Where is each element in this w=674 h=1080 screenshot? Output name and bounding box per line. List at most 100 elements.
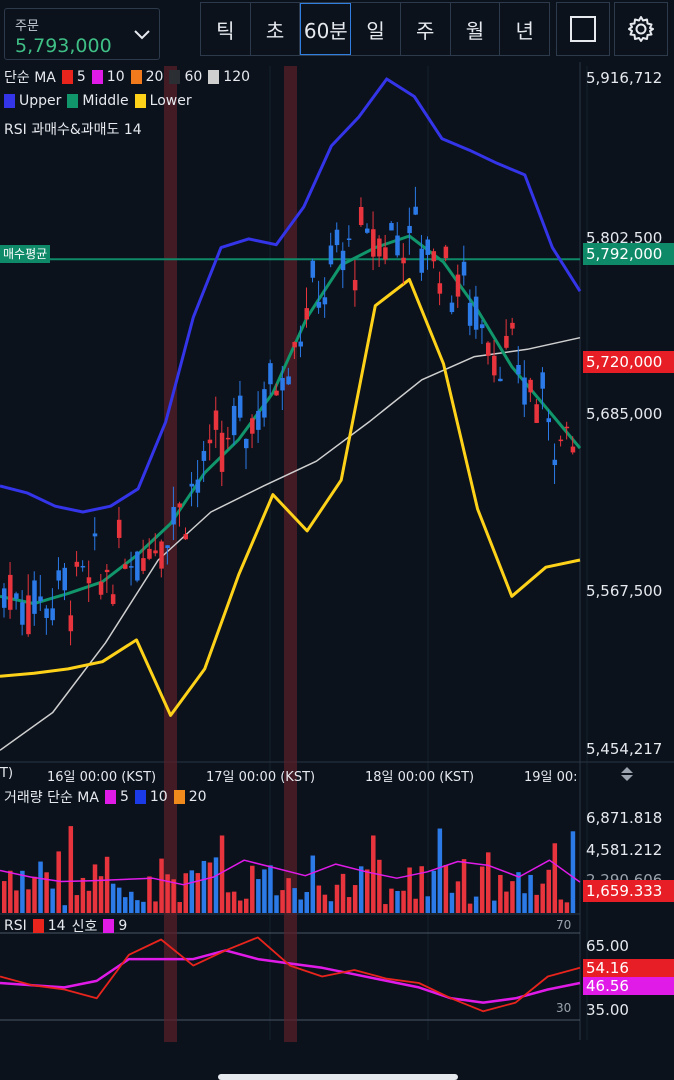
candle-body xyxy=(358,206,364,226)
candle-body xyxy=(449,302,455,313)
volume-bar xyxy=(437,828,443,913)
volume-bar xyxy=(401,890,406,913)
candle-body xyxy=(540,372,545,389)
rsi-value-tag: 54.16 xyxy=(583,959,674,977)
volume-bar xyxy=(262,869,267,913)
last-price-tag: 5,720,000 xyxy=(583,351,674,373)
volume-bar xyxy=(274,895,279,913)
vol-ma5-label: 5 xyxy=(119,789,129,805)
fullscreen-button[interactable] xyxy=(556,2,610,56)
tab-60min[interactable]: 60분 xyxy=(300,3,352,55)
volume-bar xyxy=(38,861,43,913)
volume-bar xyxy=(479,866,485,913)
rsi-extreme-highlight xyxy=(284,66,297,1042)
candle-body xyxy=(328,245,334,265)
ma60-label: 60 xyxy=(184,69,203,85)
volume-bar xyxy=(280,890,285,913)
ma10-label: 10 xyxy=(106,69,125,85)
volume-bar xyxy=(129,891,134,913)
candle-body xyxy=(461,261,467,276)
price-axis-label: 5,454,217 xyxy=(586,740,663,758)
candle-body xyxy=(8,574,13,610)
axis-scale-icon[interactable] xyxy=(618,765,636,783)
volume-bar xyxy=(141,901,146,913)
candle-body xyxy=(322,297,328,305)
volume-bar xyxy=(413,898,418,913)
candle-body xyxy=(110,594,116,605)
volume-bar xyxy=(455,881,461,913)
volume-bar xyxy=(352,885,358,913)
rsi-axis-label: 65.00 xyxy=(586,937,629,955)
time-axis-label: 16일 00:00 (KST) xyxy=(47,770,157,785)
order-price-selector[interactable]: 주문 5,793,000 xyxy=(4,8,160,60)
volume-bar xyxy=(50,888,55,913)
volume-bar xyxy=(98,876,104,913)
candle-body xyxy=(280,377,285,391)
candle-body xyxy=(2,588,7,608)
candle-body xyxy=(377,238,382,257)
vol-ma5-swatch xyxy=(104,790,116,804)
candle-body xyxy=(401,257,406,264)
tab-week[interactable]: 주 xyxy=(401,3,451,55)
volume-bar xyxy=(492,900,497,913)
gear-icon xyxy=(628,16,654,42)
volume-bar xyxy=(322,894,328,913)
lower-swatch xyxy=(134,94,146,108)
volume-bar xyxy=(219,835,225,913)
candle-body xyxy=(32,580,37,614)
tab-day[interactable]: 일 xyxy=(351,3,401,55)
volume-bar xyxy=(377,859,382,913)
settings-button[interactable] xyxy=(614,2,668,56)
candle-body xyxy=(467,302,473,326)
candle-body xyxy=(219,432,225,472)
rsi-lower-edge: 30 xyxy=(556,1001,572,1015)
candle-body xyxy=(473,296,479,330)
rsi-highlight-legend[interactable]: RSI 과매수&과매도 14 xyxy=(4,122,142,138)
rsi-legend[interactable]: RSI 14 신호 9 xyxy=(4,916,127,936)
volume-last-tag: 1,659.333 xyxy=(583,880,674,902)
candle-body xyxy=(286,376,291,385)
volume-bar xyxy=(473,896,479,913)
ma20-label: 20 xyxy=(145,69,164,85)
tab-tick[interactable]: 틱 xyxy=(201,3,251,55)
avg-price-tag: 5,792,000 xyxy=(583,243,674,265)
volume-bar xyxy=(147,876,152,913)
bollinger-middle-line xyxy=(0,234,582,606)
volume-bar xyxy=(26,889,31,913)
volume-bar xyxy=(522,893,527,913)
candle-body xyxy=(123,564,128,569)
rsi-axis-label: 35.00 xyxy=(586,1001,629,1019)
home-indicator xyxy=(218,1074,458,1080)
volume-bar xyxy=(32,876,37,913)
tab-second[interactable]: 초 xyxy=(251,3,301,55)
candle-body xyxy=(68,615,74,632)
volume-bar xyxy=(310,855,316,913)
volume-bar xyxy=(292,888,297,913)
volume-bar xyxy=(304,892,309,913)
price-ma-legend[interactable]: 단순 MA 5 10 20 60 120 xyxy=(4,67,250,87)
volume-bar xyxy=(383,904,388,913)
rsi-line xyxy=(0,936,581,1013)
volume-bar xyxy=(467,903,473,913)
volume-bar xyxy=(8,870,13,913)
candle-body xyxy=(104,569,110,573)
candle-body xyxy=(492,355,497,376)
rsi-swatch xyxy=(32,919,44,933)
rsi-signal-line xyxy=(0,949,581,1004)
candle-body xyxy=(316,301,322,308)
volume-bar xyxy=(570,831,576,913)
candle-body xyxy=(135,551,140,581)
tab-year[interactable]: 년 xyxy=(515,18,534,43)
candle-body xyxy=(340,250,346,271)
candle-body xyxy=(274,390,279,396)
candle-body xyxy=(558,439,564,442)
rsi-period: 14 xyxy=(47,918,66,934)
bollinger-legend[interactable]: Upper Middle Lower xyxy=(0,93,192,109)
rsi-signal-period: 9 xyxy=(118,918,128,934)
tab-month[interactable]: 월 xyxy=(451,3,501,55)
candle-body xyxy=(147,548,152,559)
volume-ma-legend[interactable]: 거래량 단순 MA 5 10 20 xyxy=(4,787,207,807)
candle-body xyxy=(419,248,424,273)
candle-body xyxy=(413,206,418,215)
